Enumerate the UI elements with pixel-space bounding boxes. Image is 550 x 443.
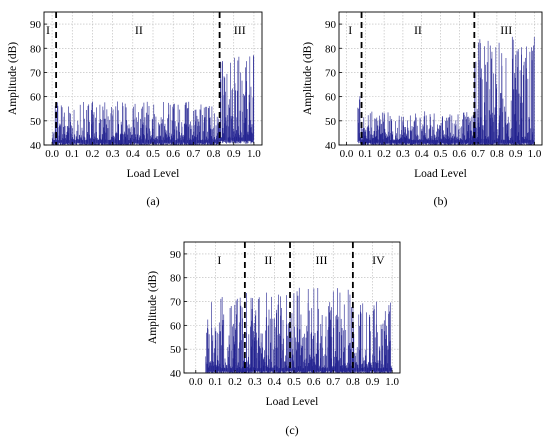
x-tick-label: 0.3	[106, 148, 120, 160]
y-axis-label: Amplitude (dB)	[302, 42, 314, 115]
y-tick-label: 60	[170, 320, 182, 332]
y-tick-label: 90	[325, 19, 337, 31]
x-tick-label: 0.6	[307, 376, 321, 388]
y-tick-label: 80	[30, 43, 42, 55]
y-tick-label: 80	[170, 273, 182, 285]
x-tick-label: 0.0	[340, 148, 354, 160]
x-tick-label: 0.9	[227, 148, 241, 160]
x-tick-label: 0.5	[287, 376, 301, 388]
x-axis-label: Load Level	[266, 396, 319, 408]
x-tick-label: 0.9	[509, 148, 523, 160]
x-axis-label: Load Level	[414, 168, 467, 180]
region-label: III	[234, 23, 246, 37]
amplitude-series	[52, 55, 255, 145]
x-tick-label: 0.3	[396, 148, 410, 160]
x-tick-label: 0.1	[358, 148, 372, 160]
x-tick-label: 0.2	[228, 376, 242, 388]
panel-label: (a)	[146, 194, 159, 208]
x-tick-label: 0.6	[166, 148, 180, 160]
x-tick-label: 0.6	[452, 148, 466, 160]
region-label: III	[500, 23, 512, 37]
region-label: IV	[372, 253, 385, 267]
x-tick-label: 0.7	[471, 148, 485, 160]
y-axis-label: Amplitude (dB)	[147, 271, 159, 344]
y-tick-label: 50	[325, 116, 337, 128]
x-tick-label: 1.0	[528, 148, 542, 160]
y-tick-label: 40	[170, 368, 182, 380]
x-tick-label: 0.1	[209, 376, 223, 388]
y-tick-label: 40	[30, 140, 42, 152]
region-label: II	[414, 23, 422, 37]
amplitude-series	[205, 287, 393, 373]
region-label: III	[315, 253, 327, 267]
x-tick-label: 1.0	[247, 148, 261, 160]
y-tick-label: 90	[30, 19, 42, 31]
region-label: I	[217, 253, 221, 267]
x-tick-label: 0.5	[434, 148, 448, 160]
x-tick-label: 0.2	[377, 148, 391, 160]
x-tick-label: 0.4	[267, 376, 281, 388]
x-tick-label: 1.0	[385, 376, 399, 388]
x-tick-label: 0.5	[146, 148, 160, 160]
x-tick-label: 0.9	[366, 376, 380, 388]
x-tick-label: 0.8	[490, 148, 504, 160]
x-tick-label: 0.4	[126, 148, 140, 160]
x-tick-label: 0.8	[346, 376, 360, 388]
y-tick-label: 90	[170, 249, 182, 261]
x-tick-label: 0.7	[326, 376, 340, 388]
x-tick-label: 0.8	[207, 148, 221, 160]
x-tick-label: 0.3	[248, 376, 262, 388]
y-tick-label: 70	[30, 67, 42, 79]
x-tick-label: 0.7	[186, 148, 200, 160]
panel-label: (c)	[285, 423, 298, 437]
y-tick-label: 70	[325, 67, 337, 79]
chart-panel-3: I II III IV0.0 0.1 0.2 0.3 0.4 0.5 0.6 0.7 0.8 0.9 1.…	[147, 241, 401, 437]
y-tick-label: 60	[30, 92, 42, 104]
region-label: I	[46, 23, 50, 37]
x-tick-label: 0.0	[189, 376, 203, 388]
y-tick-label: 50	[30, 116, 42, 128]
y-tick-label: 70	[170, 297, 182, 309]
plot-frame	[183, 241, 401, 374]
region-label: II	[135, 23, 143, 37]
panel-label: (b)	[434, 194, 448, 208]
x-axis-label: Load Level	[127, 168, 180, 180]
x-tick-label: 0.2	[86, 148, 100, 160]
y-axis-label: Amplitude (dB)	[7, 42, 19, 115]
x-tick-label: 0.4	[415, 148, 429, 160]
y-tick-label: 80	[325, 43, 337, 55]
x-tick-label: 0.1	[65, 148, 79, 160]
amplitude-series	[357, 36, 535, 145]
x-tick-label: 0.0	[45, 148, 59, 160]
y-tick-label: 50	[170, 344, 182, 356]
y-tick-label: 40	[325, 140, 337, 152]
y-tick-label: 60	[325, 92, 337, 104]
region-label: II	[264, 253, 272, 267]
region-label: I	[348, 23, 352, 37]
